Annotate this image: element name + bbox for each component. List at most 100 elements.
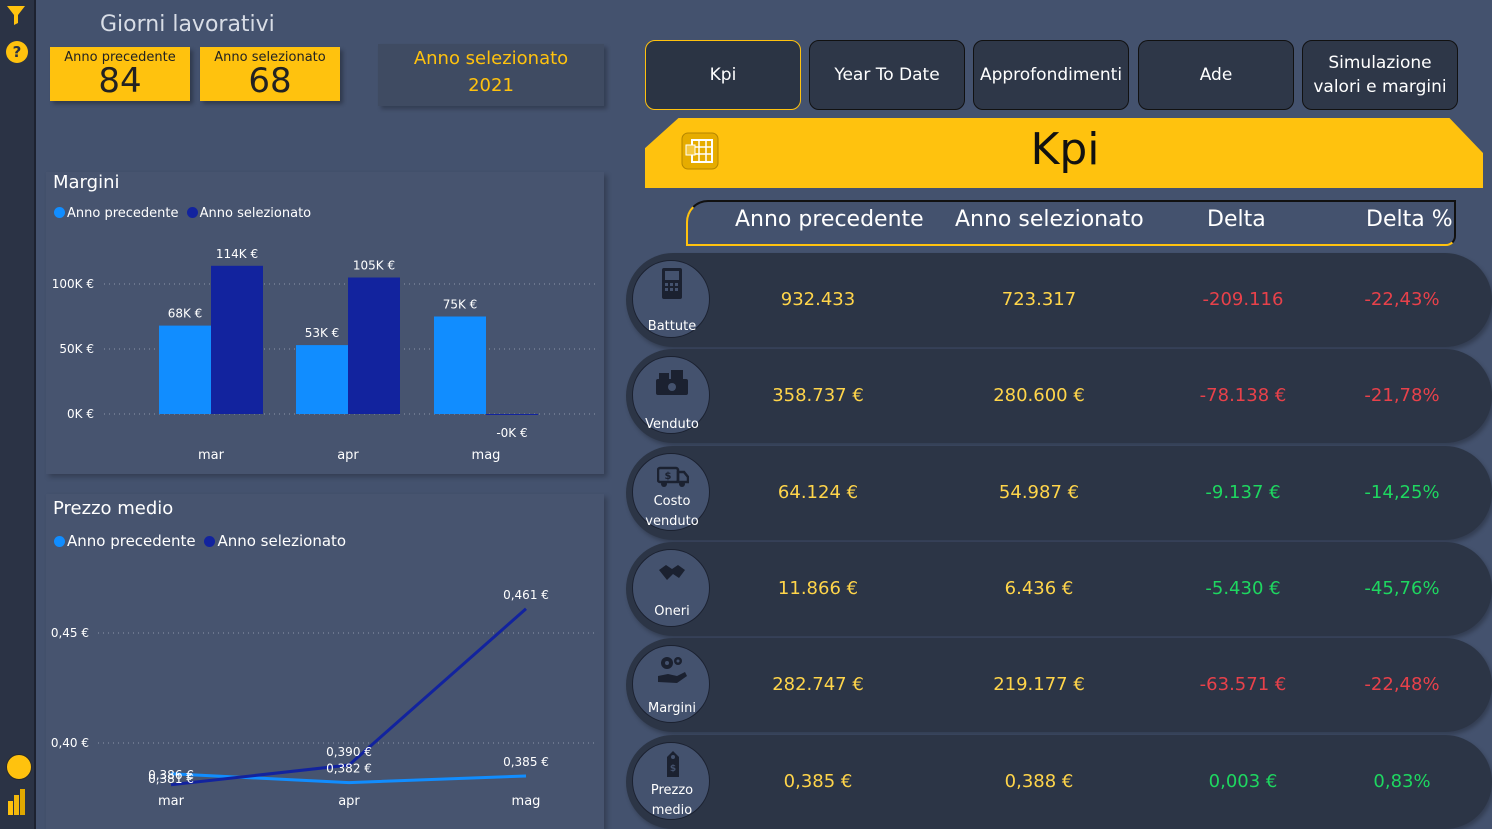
tab-label: Kpi — [709, 65, 737, 85]
row-icon-circle: $ Costo venduto — [632, 453, 710, 531]
legend-prev-label: Anno precedente — [67, 532, 196, 550]
cash-register-icon — [659, 267, 685, 305]
cell-delta: -5.430 € — [1205, 578, 1281, 599]
cell-delta: -78.138 € — [1199, 385, 1287, 406]
cell-delta: -63.571 € — [1199, 674, 1287, 695]
cell-sel: 0,388 € — [1004, 771, 1074, 792]
x-tick-label: apr — [338, 794, 360, 809]
margini-chart-title: Margini — [53, 172, 120, 193]
cell-delta-pct: -22,43% — [1364, 289, 1440, 310]
data-label: 75K € — [443, 298, 478, 312]
sel-year-days-value: 68 — [248, 61, 292, 101]
tab-label: Simulazione valori e margini — [1313, 53, 1447, 97]
cell-sel: 54.987 € — [998, 482, 1080, 503]
row-icon-circle: Battute — [632, 260, 710, 338]
tab-label: Approfondimenti — [979, 65, 1123, 85]
row-icon-circle: Venduto — [632, 356, 710, 434]
prezzo-medio-chart-panel[interactable]: Prezzo medio Anno precedente Anno selezi… — [46, 494, 604, 829]
data-label: 0,381 € — [148, 772, 194, 786]
bookmark-circle-icon[interactable] — [6, 754, 32, 780]
kpi-row-margini[interactable]: Margini 282.747 € 219.177 € -63.571 € -2… — [626, 638, 1492, 732]
data-label: 0,385 € — [503, 755, 549, 769]
col-header-delta: Delta — [1207, 207, 1266, 232]
help-icon[interactable]: ? — [5, 40, 29, 68]
cell-delta-pct: -14,25% — [1364, 482, 1440, 503]
row-label: Oneri — [654, 604, 690, 619]
row-icon-circle: Oneri — [632, 549, 710, 627]
kpi-row-venduto[interactable]: Venduto 358.737 € 280.600 € -78.138 € -2… — [626, 349, 1492, 443]
margini-chart-panel[interactable]: Margini Anno precedente Anno selezionato… — [46, 172, 604, 474]
data-label: 0,461 € — [503, 588, 549, 602]
svg-text:$: $ — [670, 764, 676, 774]
col-header-sel: Anno selezionato — [955, 207, 1144, 232]
bar — [434, 316, 486, 414]
prezzo-medio-chart-title: Prezzo medio — [53, 498, 174, 519]
cell-delta: -209.116 — [1202, 289, 1284, 310]
data-label: 0,382 € — [326, 762, 372, 776]
data-label: 68K € — [168, 307, 203, 321]
margini-bar-chart[interactable]: 0K € 50K € 100K € 68K € 114K € mar 53K € 105K €… — [46, 172, 604, 474]
svg-text:$: $ — [665, 471, 672, 482]
selected-year-card[interactable]: Anno selezionato 2021 — [378, 44, 604, 106]
x-tick-label: mag — [512, 794, 541, 809]
row-icon-circle: Margini — [632, 645, 710, 723]
tab-year-to-date[interactable]: Year To Date — [809, 40, 965, 110]
working-days-title: Giorni lavorativi — [100, 12, 275, 37]
data-label: -0K € — [496, 426, 527, 440]
tab-ade[interactable]: Ade — [1138, 40, 1294, 110]
tab-simulazione[interactable]: Simulazione valori e margini — [1302, 40, 1458, 110]
legend-prev-dot — [54, 536, 65, 547]
sel-year-days-label: Anno selezionato — [214, 50, 326, 65]
cell-prev: 932.433 — [780, 289, 856, 310]
spreadsheet-icon — [680, 131, 720, 175]
margini-legend: Anno precedente Anno selezionato — [54, 206, 311, 221]
powerbi-logo-icon — [5, 787, 29, 821]
y-tick-label: 0,45 € — [51, 626, 89, 640]
cell-prev: 358.737 € — [772, 385, 864, 406]
kpi-row-prezzo-medio[interactable]: $ Prezzo medio 0,385 € 0,388 € 0,003 € 0… — [626, 735, 1492, 829]
row-label: Margini — [647, 701, 696, 716]
bar — [296, 345, 348, 414]
data-label: 0,390 € — [326, 745, 372, 759]
cell-sel: 280.600 € — [993, 385, 1085, 406]
kpi-row-oneri[interactable]: Oneri 11.866 € 6.436 € -5.430 € -45,76% — [626, 542, 1492, 636]
money-truck-icon: $ — [656, 462, 690, 492]
cell-delta: 0,003 € — [1208, 771, 1278, 792]
data-label: 105K € — [353, 259, 395, 273]
row-label: Battute — [647, 319, 697, 334]
tab-kpi[interactable]: Kpi — [645, 40, 801, 110]
y-tick-label: 100K € — [52, 277, 94, 291]
series-line — [170, 607, 527, 787]
tab-label: Ade — [1199, 65, 1233, 85]
y-tick-label: 0,40 € — [51, 736, 89, 750]
cell-delta-pct: -21,78% — [1364, 385, 1440, 406]
prezzo-medio-line-chart[interactable]: 0,40 € 0,45 € 0,386 € 0,382 € 0,385 € 0,381 €… — [46, 494, 604, 829]
svg-text:?: ? — [13, 43, 22, 61]
kpi-row-battute[interactable]: Battute 932.433 723.317 -209.116 -22,43% — [626, 253, 1492, 347]
bar — [348, 277, 400, 414]
kpi-row-costo-venduto[interactable]: $ Costo venduto 64.124 € 54.987 € -9.137… — [626, 446, 1492, 540]
money-stack-icon — [655, 367, 689, 401]
legend-prev-label: Anno precedente — [67, 206, 179, 221]
hand-gears-icon — [655, 654, 689, 690]
data-label: 114K € — [216, 247, 258, 261]
sel-year-days-card: Anno selezionato 68 — [200, 47, 340, 101]
cell-delta: -9.137 € — [1205, 482, 1281, 503]
kpi-table-header — [686, 200, 1456, 246]
legend-sel-label: Anno selezionato — [199, 206, 312, 221]
cell-sel: 723.317 — [1001, 289, 1077, 310]
tab-label: Year To Date — [834, 65, 940, 85]
cell-delta-pct: -22,48% — [1364, 674, 1440, 695]
rail-divider — [34, 0, 36, 829]
left-rail — [0, 0, 36, 829]
legend-sel-dot — [204, 536, 216, 547]
x-tick-label: mar — [158, 794, 185, 809]
selected-year-label: Anno selezionato — [413, 48, 569, 69]
cell-prev: 11.866 € — [777, 578, 859, 599]
bar — [486, 414, 538, 415]
filter-icon[interactable] — [5, 4, 27, 30]
cell-prev: 282.747 € — [772, 674, 864, 695]
prev-year-days-label: Anno precedente — [64, 50, 176, 65]
bar — [159, 325, 211, 414]
tab-approfondimenti[interactable]: Approfondimenti — [973, 40, 1129, 110]
